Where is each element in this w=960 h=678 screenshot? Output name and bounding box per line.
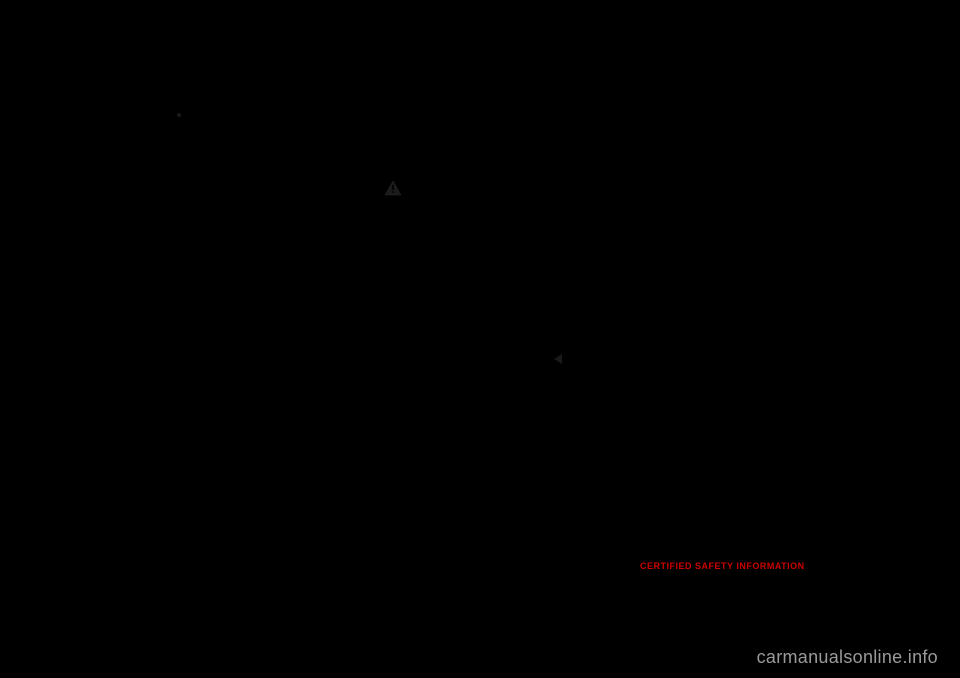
document-page: CERTIFIED SAFETY INFORMATION carmanualso… — [0, 0, 960, 678]
watermark-text: carmanualsonline.info — [757, 647, 938, 668]
warning-triangle-icon — [384, 180, 402, 196]
bullet-dot — [177, 113, 181, 117]
triangle-left-icon — [554, 351, 562, 361]
safety-label: CERTIFIED SAFETY INFORMATION — [640, 561, 805, 571]
